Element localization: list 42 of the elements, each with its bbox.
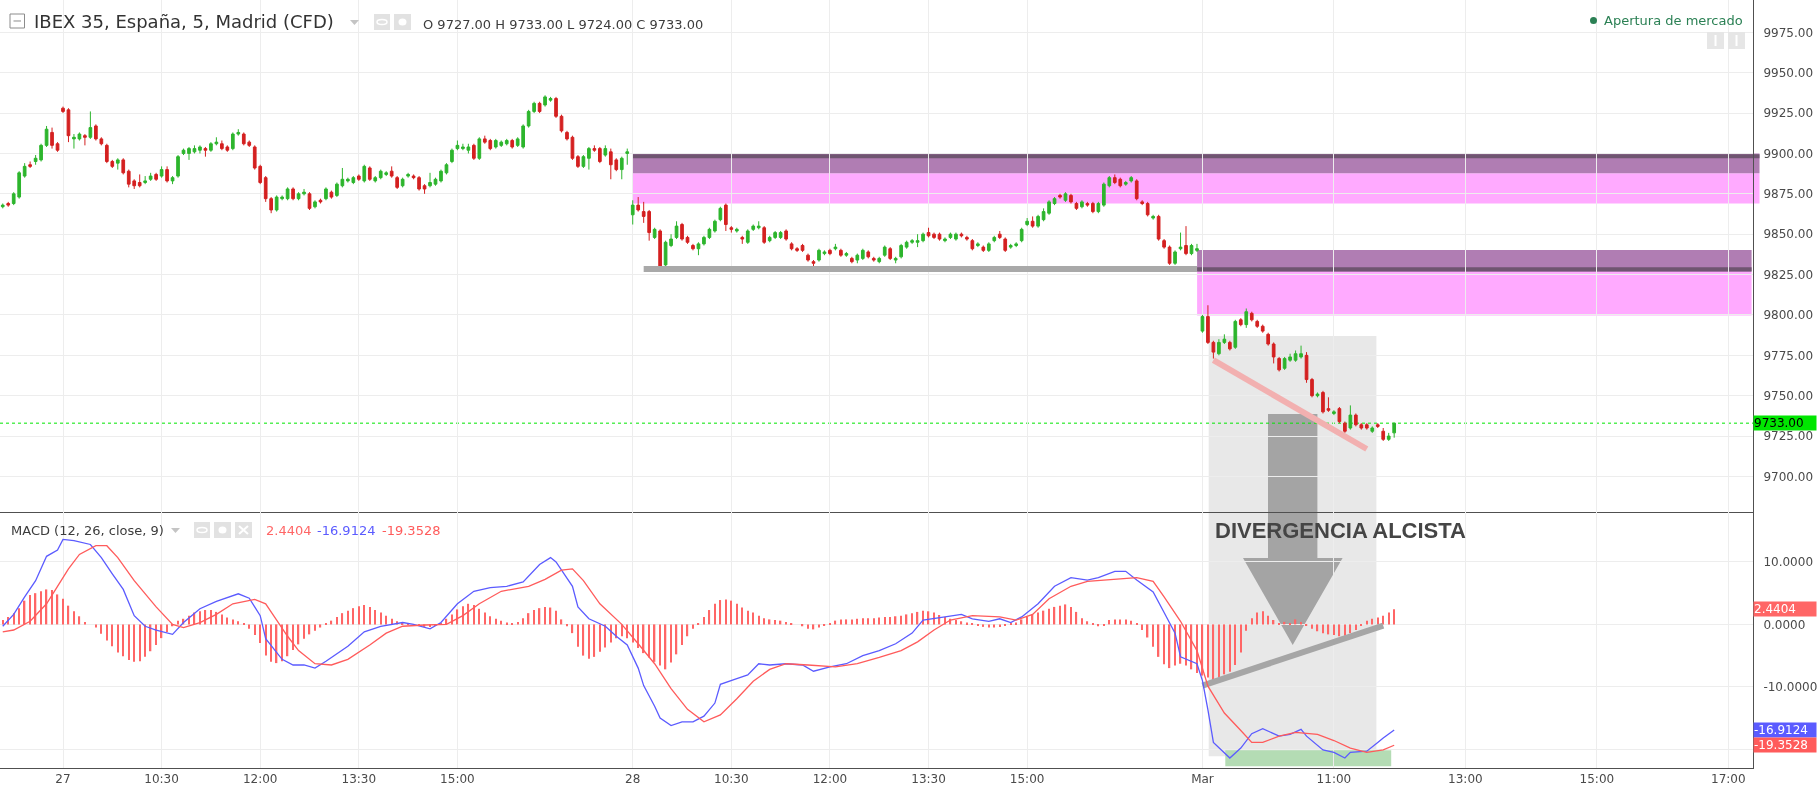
y-tick-label: 9925.00 (1763, 106, 1814, 121)
x-tick-label: 17:00 (1711, 772, 1746, 787)
annotation: DIVERGENCIA ALCISTA (1215, 518, 1467, 543)
y-tick-label: 9775.00 (1763, 348, 1814, 363)
x-tick-label: 28 (625, 772, 641, 787)
y-tick-label: 9900.00 (1763, 146, 1814, 161)
x-tick-label: 15:00 (440, 772, 475, 787)
y-tick-label: 9950.00 (1763, 65, 1814, 80)
text: -16.9124 (1754, 723, 1808, 737)
x-tick-label: 27 (55, 772, 71, 787)
y-tick-label: 9750.00 (1763, 388, 1814, 403)
y-tick-label: 9850.00 (1763, 227, 1814, 242)
x-tick-label: 15:00 (1579, 772, 1615, 787)
annotation: Apertura de mercado (1604, 13, 1743, 28)
x-tick-label: 12:00 (812, 772, 848, 787)
annotation: 2.4404 (266, 523, 312, 538)
x-tick-label: 10:30 (714, 772, 749, 787)
x-tick-label: 10:30 (144, 772, 179, 787)
text: O 9727.00 H 9733.00 L 9724.00 C 9733.00 (423, 17, 704, 32)
y-tick-label: 10.0000 (1763, 555, 1814, 570)
x-tick-label: 13:30 (911, 772, 946, 787)
y-tick-label: 9700.00 (1763, 469, 1814, 484)
x-tick-label: 15:00 (1009, 772, 1045, 787)
text: IBEX 35, España, 5, Madrid (CFD) (34, 11, 334, 33)
y-tick-label: 0.0000 (1763, 617, 1806, 632)
x-tick-label: 13:00 (1448, 772, 1483, 787)
y-tick-label: 9800.00 (1763, 308, 1814, 323)
y-tick-label: 9725.00 (1763, 429, 1814, 444)
x-tick-label: 13:30 (341, 772, 377, 787)
ref-line-label: 9733.00 (1754, 416, 1804, 430)
x-tick-label: Mar (1191, 772, 1214, 787)
y-tick-label: -10.0000 (1763, 680, 1818, 695)
text: 2.4404 (1754, 602, 1796, 616)
legend-title: MACD (12, 26, close, 9) (11, 523, 164, 538)
annotation: -19.3528 (382, 523, 441, 538)
x-tick-label: 12:00 (242, 772, 278, 787)
x-tick-label: 11:00 (1316, 772, 1352, 787)
annotation: -16.9124 (317, 523, 376, 538)
text: -19.3528 (1754, 738, 1808, 752)
y-tick-label: 9825.00 (1763, 267, 1814, 282)
y-tick-label: 9975.00 (1763, 25, 1814, 40)
y-tick-label: 9875.00 (1763, 187, 1814, 202)
